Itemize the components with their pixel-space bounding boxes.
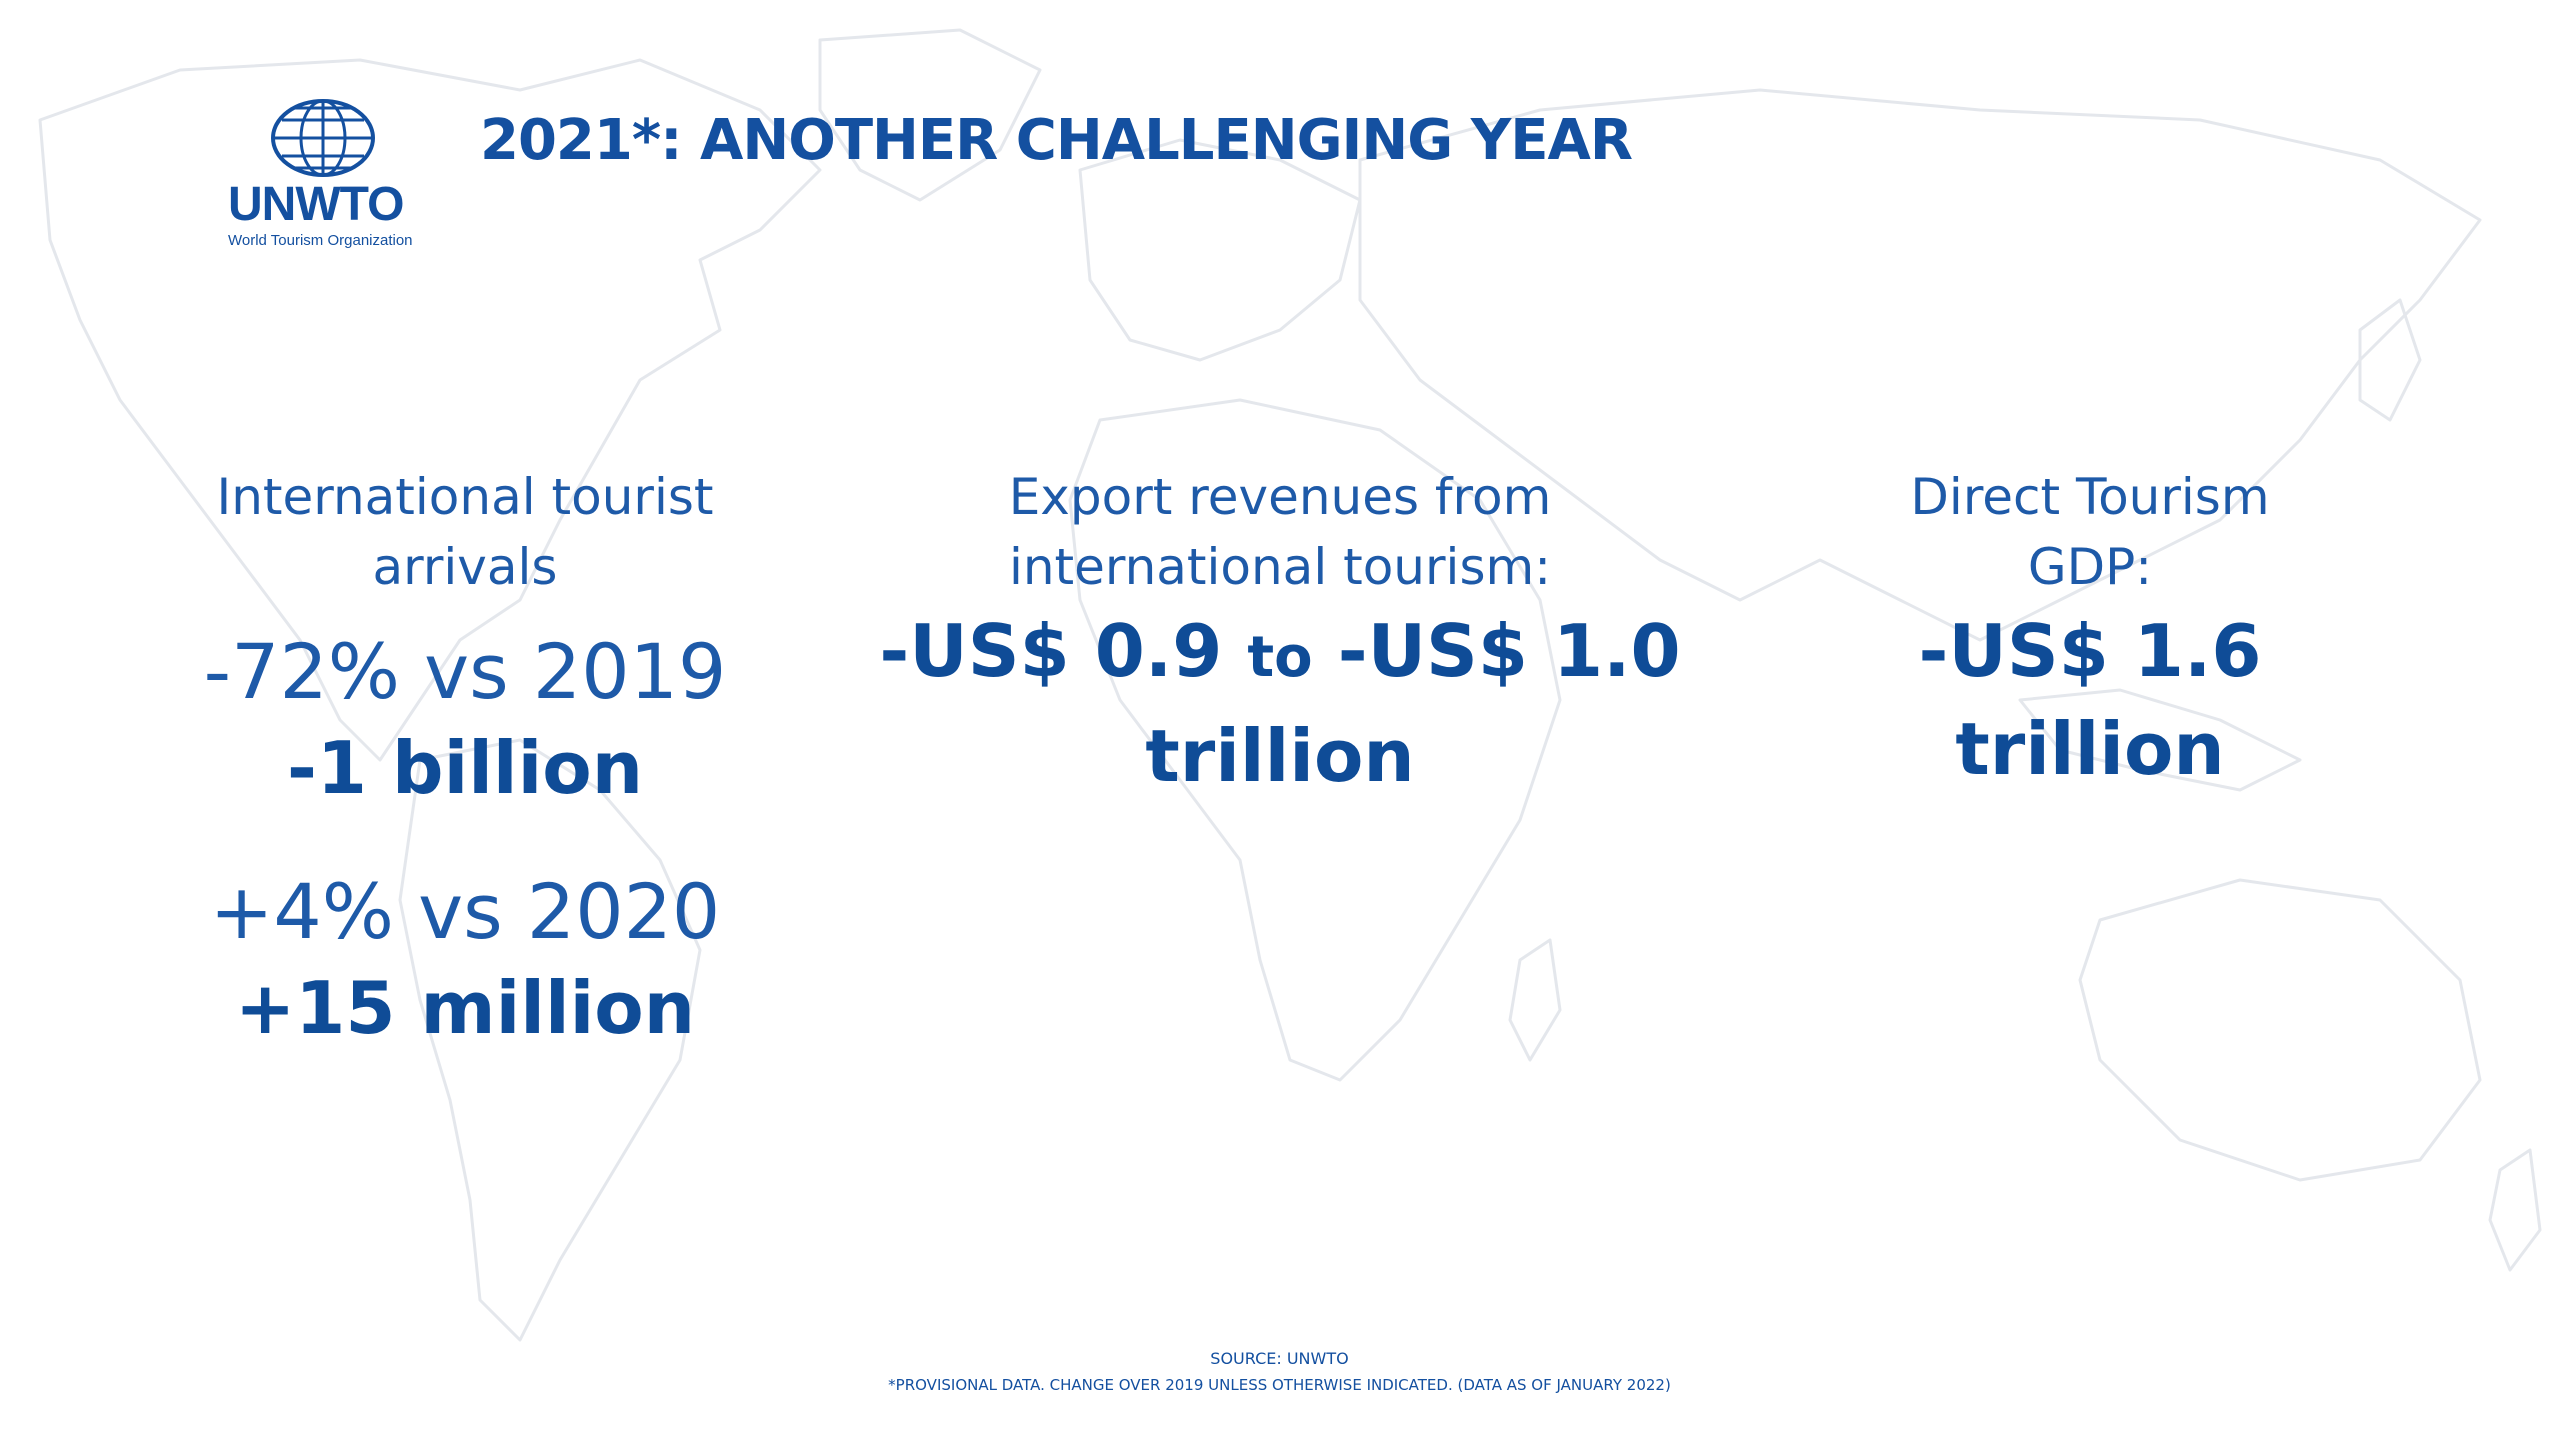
gdp-label-line1: Direct Tourism <box>1910 468 2270 526</box>
footer-source: SOURCE: UNWTO <box>1210 1349 1349 1368</box>
exports-label-line1: Export revenues from <box>1008 468 1552 526</box>
gdp-column: Direct Tourism GDP: -US$ 1.6 trillion <box>1790 462 2390 798</box>
gdp-value-line2: trillion <box>1955 707 2225 791</box>
exports-value-part2: to <box>1247 625 1313 690</box>
arrivals-vs2019-pct: -72% vs 2019 <box>203 627 727 716</box>
exports-value-line2: trillion <box>1145 714 1415 798</box>
footer: SOURCE: UNWTO *PROVISIONAL DATA. CHANGE … <box>0 1346 2559 1398</box>
arrivals-vs2020-pct: +4% vs 2020 <box>209 867 721 956</box>
exports-value-line1: -US$ 0.9 to -US$ 1.0 <box>830 602 1730 707</box>
footer-note: *PROVISIONAL DATA. CHANGE OVER 2019 UNLE… <box>888 1376 1671 1394</box>
logo-subtitle: World Tourism Organization <box>228 232 413 249</box>
exports-value-part3: -US$ 1.0 <box>1312 609 1681 693</box>
gdp-label-line2: GDP: <box>2027 538 2153 596</box>
exports-label-line2: international tourism: <box>1008 538 1552 596</box>
gdp-value-line1: -US$ 1.6 <box>1918 609 2262 693</box>
arrivals-vs2020-abs: +15 million <box>234 966 696 1050</box>
globe-icon <box>271 99 375 177</box>
arrivals-label-line1: International tourist <box>216 468 714 526</box>
logo-wordmark: UNWTO <box>228 178 404 231</box>
page-title: 2021*: ANOTHER CHALLENGING YEAR <box>480 108 1633 173</box>
arrivals-column: International tourist arrivals -72% vs 2… <box>165 462 765 1056</box>
arrivals-label-line2: arrivals <box>372 538 558 596</box>
exports-value-part1: -US$ 0.9 <box>879 609 1248 693</box>
unwto-logo[interactable]: UNWTO World Tourism Organization <box>228 98 418 249</box>
exports-column: Export revenues from international touri… <box>830 462 1730 805</box>
arrivals-vs2019-abs: -1 billion <box>286 726 644 810</box>
